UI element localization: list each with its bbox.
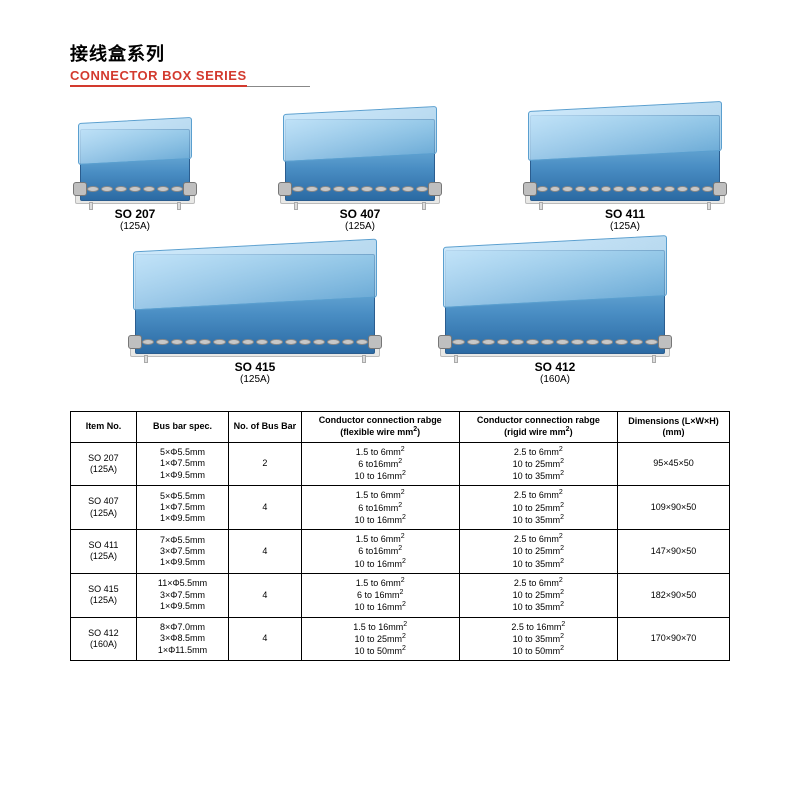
table-cell: 182×90×50 [617, 573, 729, 617]
table-cell: SO 411(125A) [71, 530, 137, 574]
table-cell: SO 412(160A) [71, 617, 137, 661]
table-cell: 1.5 to 6mm26 to16mm210 to 16mm2 [301, 486, 459, 530]
table-cell: 1.5 to 6mm26 to16mm210 to 16mm2 [301, 442, 459, 486]
table-header-row: Item No.Bus bar spec.No. of Bus BarCondu… [71, 412, 730, 443]
connector-box-illustration [530, 115, 720, 201]
title-en: CONNECTOR BOX SERIES [70, 68, 247, 87]
table-body: SO 207(125A)5×Φ5.5mm1×Φ7.5mm1×Φ9.5mm21.5… [71, 442, 730, 661]
title-block: 接线盒系列 CONNECTOR BOX SERIES [70, 40, 730, 87]
table-cell: 11×Φ5.5mm3×Φ7.5mm1×Φ9.5mm [136, 573, 228, 617]
table-cell: SO 415(125A) [71, 573, 137, 617]
product: SO 207(125A) [80, 129, 190, 232]
table-row: SO 207(125A)5×Φ5.5mm1×Φ7.5mm1×Φ9.5mm21.5… [71, 442, 730, 486]
table-cell: 2 [229, 442, 301, 486]
table-cell: 2.5 to 6mm210 to 25mm210 to 35mm2 [459, 486, 617, 530]
table-header-cell: Dimensions (L×W×H)(mm) [617, 412, 729, 443]
table-header-cell: Item No. [71, 412, 137, 443]
table-cell: 8×Φ7.0mm3×Φ8.5mm1×Φ11.5mm [136, 617, 228, 661]
table-cell: 1.5 to 16mm210 to 25mm210 to 50mm2 [301, 617, 459, 661]
product: SO 415(125A) [135, 254, 375, 385]
product-name: SO 415 [235, 360, 276, 374]
product-row-2: SO 415(125A) SO 412(160A) [70, 250, 730, 385]
table-cell: 2.5 to 16mm210 to 35mm210 to 50mm2 [459, 617, 617, 661]
table-cell: 1.5 to 6mm26 to16mm210 to 16mm2 [301, 530, 459, 574]
table-cell: 4 [229, 617, 301, 661]
product-rating: (125A) [120, 221, 150, 232]
product-name: SO 411 [605, 207, 645, 221]
table-cell: 170×90×70 [617, 617, 729, 661]
table-cell: 2.5 to 6mm210 to 25mm210 to 35mm2 [459, 573, 617, 617]
table-cell: 4 [229, 530, 301, 574]
table-header-cell: No. of Bus Bar [229, 412, 301, 443]
table-cell: 147×90×50 [617, 530, 729, 574]
table-cell: 95×45×50 [617, 442, 729, 486]
table-cell: SO 207(125A) [71, 442, 137, 486]
title-cn: 接线盒系列 [70, 40, 730, 66]
connector-box-illustration [135, 254, 375, 354]
spec-table: Item No.Bus bar spec.No. of Bus BarCondu… [70, 411, 730, 661]
table-cell: 5×Φ5.5mm1×Φ7.5mm1×Φ9.5mm [136, 442, 228, 486]
table-cell: 4 [229, 573, 301, 617]
product-row-1: SO 207(125A)SO 407(125A)SO 411(125A) [70, 115, 730, 232]
table-header-cell: Bus bar spec. [136, 412, 228, 443]
connector-box-illustration [80, 129, 190, 201]
table-row: SO 415(125A)11×Φ5.5mm3×Φ7.5mm1×Φ9.5mm41.… [71, 573, 730, 617]
product-name: SO 412 [535, 360, 576, 374]
table-cell: 4 [229, 486, 301, 530]
product: SO 412(160A) [445, 250, 665, 385]
table-cell: 1.5 to 6mm26 to 16mm210 to 16mm2 [301, 573, 459, 617]
product-rating: (125A) [240, 374, 270, 385]
product: SO 407(125A) [285, 119, 435, 232]
table-row: SO 411(125A)7×Φ5.5mm3×Φ7.5mm1×Φ9.5mm41.5… [71, 530, 730, 574]
product-name: SO 407 [340, 207, 381, 221]
product-rating: (160A) [540, 374, 570, 385]
table-cell: 2.5 to 6mm210 to 25mm210 to 35mm2 [459, 442, 617, 486]
table-cell: 7×Φ5.5mm3×Φ7.5mm1×Φ9.5mm [136, 530, 228, 574]
product-rating: (125A) [610, 221, 640, 232]
connector-box-illustration [445, 250, 665, 354]
product: SO 411(125A) [530, 115, 720, 232]
table-cell: 2.5 to 6mm210 to 25mm210 to 35mm2 [459, 530, 617, 574]
table-cell: 5×Φ5.5mm1×Φ7.5mm1×Φ9.5mm [136, 486, 228, 530]
connector-box-illustration [285, 119, 435, 201]
table-header-cell: Conductor connection rabge(flexible wire… [301, 412, 459, 443]
table-row: SO 412(160A)8×Φ7.0mm3×Φ8.5mm1×Φ11.5mm41.… [71, 617, 730, 661]
table-row: SO 407(125A)5×Φ5.5mm1×Φ7.5mm1×Φ9.5mm41.5… [71, 486, 730, 530]
product-name: SO 207 [115, 207, 156, 221]
table-header-cell: Conductor connection rabge(rigid wire mm… [459, 412, 617, 443]
product-rating: (125A) [345, 221, 375, 232]
table-cell: 109×90×50 [617, 486, 729, 530]
table-cell: SO 407(125A) [71, 486, 137, 530]
